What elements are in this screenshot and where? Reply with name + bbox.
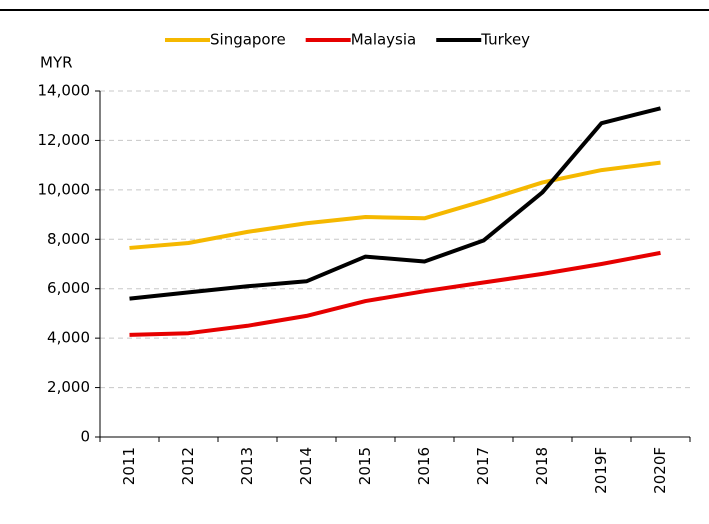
y-tick-label: 0 bbox=[80, 428, 90, 446]
x-tick-label: 2019F bbox=[592, 447, 610, 494]
y-axis-label: MYR bbox=[40, 54, 73, 72]
line-series bbox=[129, 250, 661, 337]
x-tick-label: 2014 bbox=[297, 447, 315, 485]
y-tick-label: 8,000 bbox=[47, 230, 90, 248]
x-tick-label: 2013 bbox=[238, 447, 256, 485]
x-tick-label: 2018 bbox=[533, 447, 551, 485]
x-tick-label: 2015 bbox=[356, 447, 374, 485]
line-series bbox=[129, 106, 661, 301]
legend: Singapore Malaysia Turkey bbox=[165, 31, 530, 49]
y-tick-label: 12,000 bbox=[38, 131, 91, 149]
x-tick-label: 2011 bbox=[120, 447, 138, 485]
legend-label: Malaysia bbox=[351, 31, 417, 49]
y-tick-label: 10,000 bbox=[38, 180, 91, 198]
y-tick-label: 2,000 bbox=[47, 378, 90, 396]
x-tick-label: 2012 bbox=[179, 447, 197, 485]
line-series bbox=[129, 160, 661, 250]
y-tick-label: 6,000 bbox=[47, 279, 90, 297]
x-tick-label: 2017 bbox=[474, 447, 492, 485]
x-tick-label: 2020F bbox=[651, 447, 669, 494]
legend-label: Turkey bbox=[480, 31, 530, 49]
x-tick-label: 2016 bbox=[415, 447, 433, 485]
y-tick-label: 14,000 bbox=[38, 82, 91, 100]
y-tick-label: 4,000 bbox=[47, 329, 90, 347]
legend-label: Singapore bbox=[210, 31, 286, 49]
